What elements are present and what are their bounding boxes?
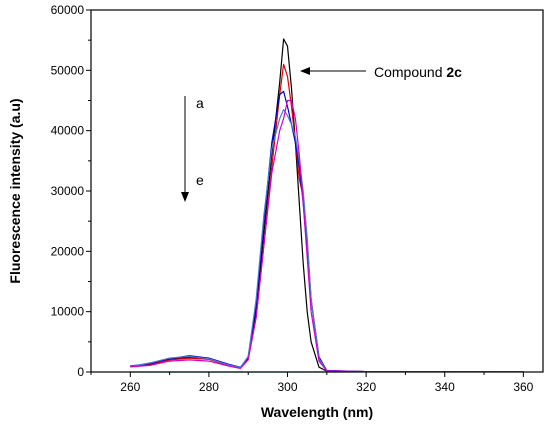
- x-tick-label: 280: [199, 380, 219, 394]
- y-tick-label: 40000: [51, 124, 85, 138]
- annotation-arrow-head: [300, 67, 310, 75]
- x-tick-label: 300: [278, 380, 298, 394]
- trend-arrow-head: [181, 192, 189, 202]
- annotation-trend: a e: [181, 95, 204, 202]
- y-tick-label: 50000: [51, 63, 85, 77]
- annotation-compound: Compound 2c: [300, 64, 462, 80]
- annotation-compound-label: Compound 2c: [374, 64, 462, 80]
- x-axis-title: Wavelength (nm): [261, 404, 373, 420]
- y-tick-label: 60000: [51, 3, 85, 17]
- x-axis: 260 280 300 320 340 360: [90, 372, 534, 394]
- series-line-5: [130, 99, 524, 373]
- trend-label-e: e: [196, 172, 204, 188]
- y-tick-label: 10000: [51, 305, 85, 319]
- x-tick-label: 320: [356, 380, 376, 394]
- x-tick-label: 360: [513, 380, 533, 394]
- y-tick-label: 30000: [51, 184, 85, 198]
- y-tick-label: 0: [77, 365, 84, 379]
- y-axis-title: Fluorescence intensity (a.u): [7, 98, 23, 283]
- annotation-compound-bold: 2c: [446, 64, 462, 80]
- trend-label-a: a: [196, 95, 204, 111]
- y-axis: 0 10000 20000 30000 40000 50000 60000: [51, 3, 91, 379]
- annotation-compound-prefix: Compound: [374, 64, 446, 80]
- y-tick-label: 20000: [51, 244, 85, 258]
- x-tick-label: 260: [120, 380, 140, 394]
- x-tick-label: 340: [435, 380, 455, 394]
